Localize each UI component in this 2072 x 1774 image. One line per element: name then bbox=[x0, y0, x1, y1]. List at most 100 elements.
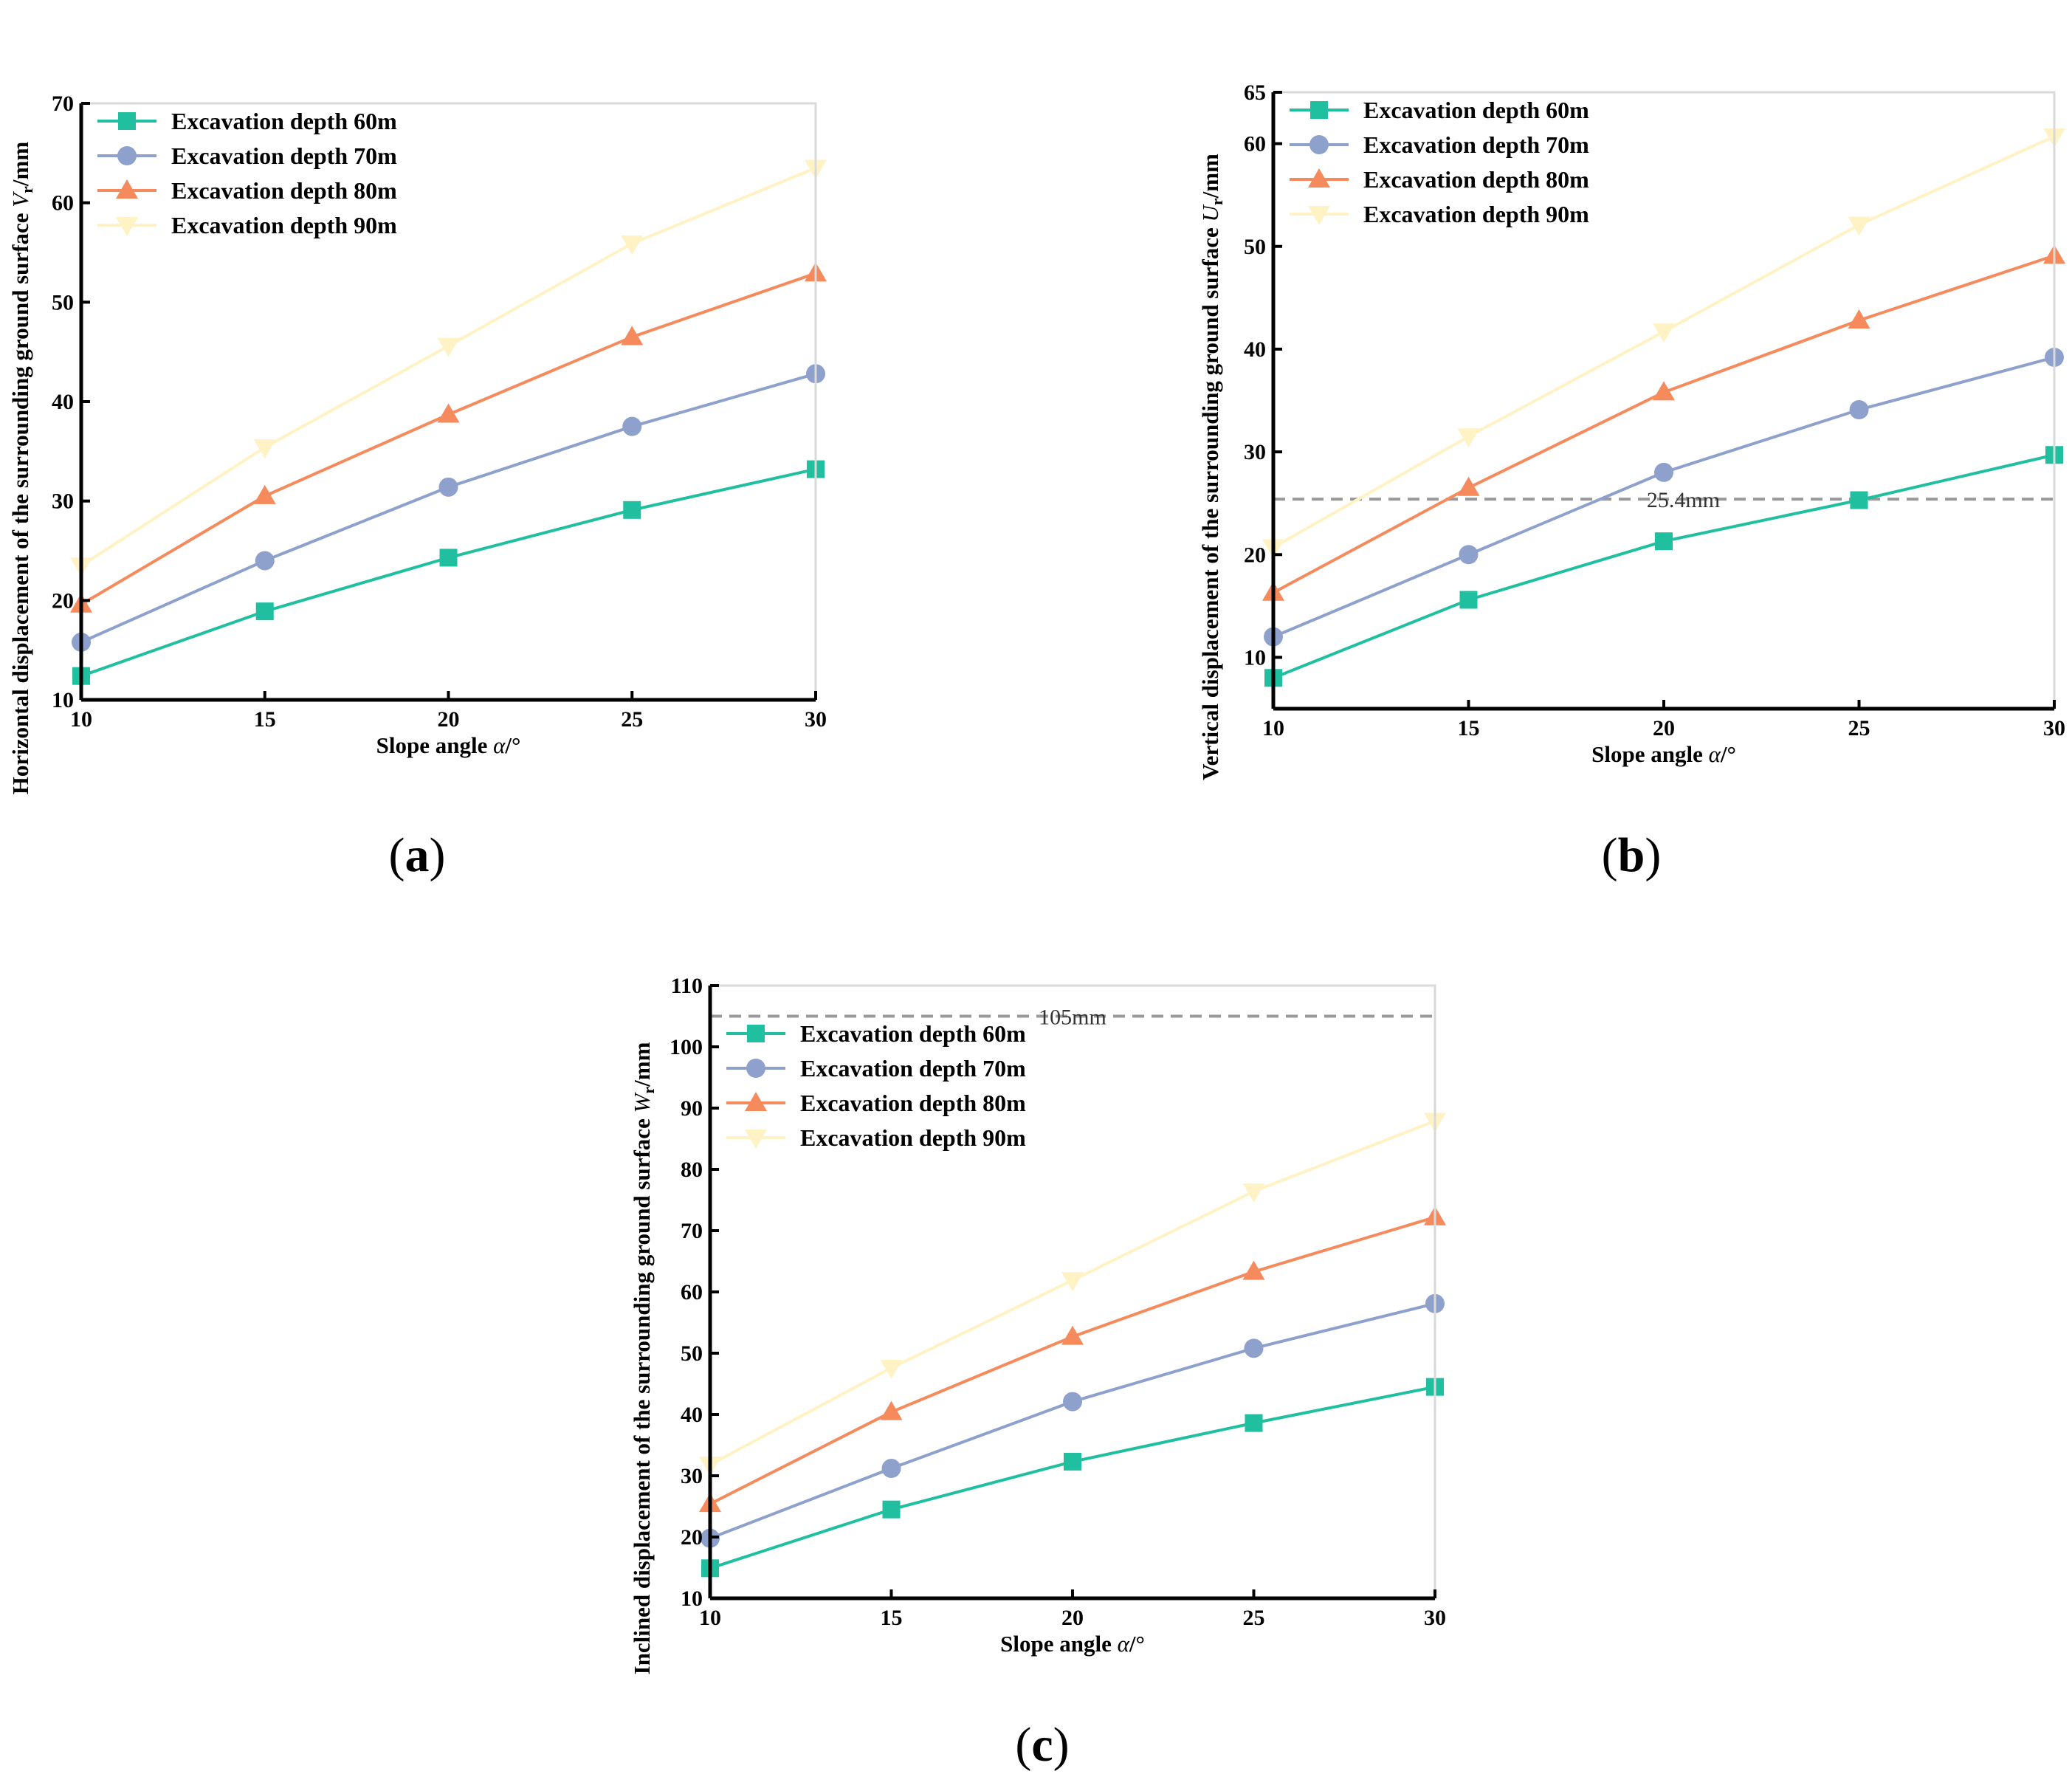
y-axis-symbol: U bbox=[1197, 204, 1223, 222]
data-point bbox=[437, 403, 460, 423]
x-axis-title: Slope angle α/° bbox=[376, 732, 521, 758]
y-tick-label: 60 bbox=[681, 1280, 703, 1304]
legend-item: Excavation depth 90m bbox=[1290, 201, 1589, 227]
legend-marker bbox=[745, 1130, 767, 1149]
legend-label: Excavation depth 80m bbox=[1363, 166, 1589, 193]
data-point bbox=[439, 549, 458, 567]
y-tick-label: 10 bbox=[52, 688, 74, 712]
y-tick-label: 110 bbox=[671, 974, 703, 998]
legend-item: Excavation depth 70m bbox=[1290, 131, 1589, 158]
series-line bbox=[709, 1385, 1436, 1570]
legend-item: Excavation depth 80m bbox=[726, 1090, 1026, 1116]
panel-label-paren-close: ) bbox=[1053, 1718, 1070, 1772]
x-axis-symbol: α bbox=[1709, 741, 1721, 767]
legend-label: Excavation depth 90m bbox=[171, 212, 397, 238]
reference-line-label: 105mm bbox=[1039, 1005, 1106, 1030]
y-tick-label: 50 bbox=[52, 290, 74, 314]
legend-marker bbox=[1310, 101, 1328, 119]
data-point bbox=[1848, 309, 1870, 329]
data-point bbox=[253, 439, 276, 458]
x-tick-label: 10 bbox=[699, 1606, 721, 1630]
data-point bbox=[437, 337, 460, 357]
data-point bbox=[1064, 1452, 1081, 1471]
data-point bbox=[1459, 591, 1478, 609]
x-tick-label: 10 bbox=[1262, 716, 1284, 740]
y-tick-label: 20 bbox=[1244, 543, 1266, 567]
legend-marker bbox=[116, 179, 138, 199]
data-point bbox=[622, 416, 642, 436]
legend-item: Excavation depth 70m bbox=[97, 142, 397, 169]
x-tick-label: 30 bbox=[1424, 1606, 1446, 1630]
chart-panel-c: 105mm 10 15 20 25 30 10 20 30 40 50 60 70 80 90 100 110 S… bbox=[629, 974, 1446, 1772]
y-axis-symbol: W bbox=[629, 1091, 655, 1113]
y-axis-unit: /mm bbox=[629, 1042, 655, 1087]
y-tick-label: 40 bbox=[1244, 337, 1266, 362]
data-point bbox=[880, 1400, 903, 1420]
y-tick-label: 80 bbox=[681, 1158, 703, 1182]
x-tick-label: 20 bbox=[438, 707, 460, 732]
data-point bbox=[621, 235, 644, 255]
y-tick-label: 20 bbox=[681, 1525, 703, 1550]
legend: Excavation depth 60m Excavation depth 70m… bbox=[97, 108, 397, 238]
panel-label-paren-open: ( bbox=[1602, 828, 1618, 882]
legend-label: Excavation depth 70m bbox=[800, 1055, 1026, 1082]
series-2 bbox=[1262, 244, 2065, 601]
data-point bbox=[1244, 1338, 1264, 1358]
panel-label-paren-close: ) bbox=[1645, 828, 1661, 882]
legend-marker bbox=[1309, 135, 1329, 154]
legend-label: Excavation depth 70m bbox=[171, 142, 397, 169]
data-point bbox=[881, 1459, 901, 1479]
data-point bbox=[880, 1359, 903, 1379]
series-3 bbox=[1262, 128, 2065, 559]
legend-marker bbox=[116, 217, 138, 236]
data-point bbox=[1457, 476, 1480, 496]
x-tick-label: 30 bbox=[2043, 716, 2065, 740]
y-tick-label: 90 bbox=[681, 1096, 703, 1121]
data-point bbox=[621, 326, 644, 345]
y-axis-title: Inclined displacement of the surrounding… bbox=[629, 1042, 658, 1674]
x-axis-title-text: Slope angle bbox=[1000, 1631, 1117, 1657]
data-point bbox=[1654, 462, 1673, 482]
legend-label: Excavation depth 70m bbox=[1363, 131, 1589, 158]
x-axis-title-text: Slope angle bbox=[376, 732, 493, 758]
y-tick-label: 30 bbox=[681, 1464, 703, 1488]
data-point bbox=[1848, 216, 1870, 236]
x-tick-label: 25 bbox=[621, 707, 643, 732]
y-tick-label: 50 bbox=[1244, 235, 1266, 259]
x-tick-label: 15 bbox=[254, 707, 276, 732]
x-tick-label: 25 bbox=[1848, 716, 1870, 740]
y-axis-symbol: V bbox=[7, 191, 33, 207]
y-tick-label: 10 bbox=[1244, 645, 1266, 670]
panel-label-paren-open: ( bbox=[389, 828, 405, 882]
data-point bbox=[1653, 381, 1675, 401]
y-axis-unit: /mm bbox=[7, 142, 33, 187]
y-axis-title-text: Vertical displacement of the surrounding… bbox=[1197, 222, 1223, 780]
panel-label: (c) bbox=[1015, 1718, 1069, 1772]
legend-item: Excavation depth 90m bbox=[97, 212, 397, 238]
x-axis-unit: /° bbox=[504, 732, 520, 758]
data-point bbox=[1061, 1325, 1084, 1345]
y-axis-subscript: r bbox=[639, 1087, 658, 1094]
data-point bbox=[1849, 400, 1869, 420]
data-point bbox=[1061, 1272, 1084, 1292]
data-point bbox=[253, 484, 276, 504]
y-tick-label: 100 bbox=[670, 1035, 703, 1059]
y-tick-label: 60 bbox=[1244, 132, 1266, 157]
legend-label: Excavation depth 90m bbox=[1363, 201, 1589, 227]
chart-panel-b: 25.4mm 10 15 20 25 30 10 20 30 40 50 60 65 Slope angl… bbox=[1197, 80, 2065, 882]
legend-item: Excavation depth 60m bbox=[1290, 97, 1589, 123]
x-tick-label: 25 bbox=[1243, 1606, 1265, 1630]
legend-label: Excavation depth 80m bbox=[171, 177, 397, 204]
panel-label-letter: b bbox=[1618, 828, 1645, 882]
y-tick-label: 70 bbox=[52, 92, 74, 116]
x-tick-label: 15 bbox=[881, 1606, 903, 1630]
reference-line-label: 25.4mm bbox=[1647, 488, 1720, 512]
series-0 bbox=[701, 1378, 1444, 1578]
y-tick-label: 40 bbox=[681, 1403, 703, 1427]
x-tick-label: 30 bbox=[805, 707, 827, 732]
series-1 bbox=[1264, 348, 2064, 647]
data-point bbox=[1653, 323, 1675, 343]
series-0 bbox=[72, 460, 825, 685]
data-point bbox=[1655, 532, 1673, 551]
legend-marker bbox=[1308, 206, 1330, 225]
